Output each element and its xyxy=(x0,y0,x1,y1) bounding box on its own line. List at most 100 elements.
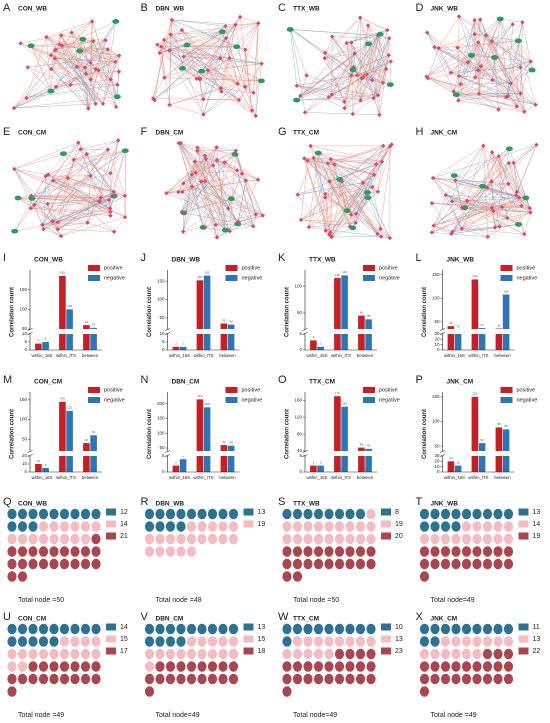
network-node xyxy=(430,175,436,181)
network-edge xyxy=(310,145,314,158)
waffle-cell xyxy=(419,508,430,520)
panel-letter: R xyxy=(141,496,149,508)
network-edge xyxy=(216,160,254,227)
legend-label: 13 xyxy=(533,636,541,643)
network-edge xyxy=(26,58,56,99)
legend-swatch xyxy=(518,532,529,540)
network-node xyxy=(465,198,470,204)
panel-letter: V xyxy=(141,611,149,623)
x-tick-label: between xyxy=(494,475,511,480)
waffle-cell xyxy=(176,648,186,660)
network-node xyxy=(527,206,533,211)
waffle-cell xyxy=(282,521,292,532)
waffle-cell xyxy=(313,648,324,660)
network-edge xyxy=(368,43,373,81)
network-edge xyxy=(452,181,492,232)
network-edge xyxy=(451,224,519,235)
panel-title: TTX_CM xyxy=(293,616,319,623)
network-node xyxy=(308,143,313,149)
waffle-cell xyxy=(503,521,514,532)
network-edge xyxy=(507,95,525,112)
network-node xyxy=(456,73,462,79)
network-node xyxy=(221,227,229,233)
network-edge xyxy=(366,74,380,115)
legend-swatch xyxy=(381,532,391,540)
network-node xyxy=(226,206,231,211)
waffle-cell xyxy=(228,521,239,532)
panel-title: JNK_CM xyxy=(431,616,458,623)
network-edge xyxy=(183,214,256,232)
network-edge xyxy=(236,170,254,227)
network-edge xyxy=(510,61,531,84)
network-node xyxy=(431,223,436,228)
waffle-cell xyxy=(207,648,218,660)
legend-swatch xyxy=(106,647,116,655)
network-node xyxy=(298,93,303,99)
panel-letter: E xyxy=(3,126,10,138)
panel-title: CON_WB xyxy=(18,501,47,508)
network-edge xyxy=(57,195,126,230)
waffle-cell xyxy=(7,558,17,570)
waffle-cell xyxy=(282,636,292,647)
network-edge xyxy=(479,19,495,58)
waffle-cell xyxy=(503,636,514,647)
network-edge xyxy=(494,148,510,228)
data-label: 3 xyxy=(313,335,315,339)
network-edge xyxy=(178,142,263,216)
network-edge xyxy=(482,152,493,187)
waffle-cell xyxy=(419,661,430,672)
panel-letter: U xyxy=(3,611,11,623)
waffle-cell xyxy=(80,673,91,685)
bar xyxy=(334,396,341,472)
network-edge xyxy=(334,145,384,165)
legend-swatch xyxy=(243,647,254,655)
x-tick-label: between xyxy=(494,353,511,358)
network-edge xyxy=(324,52,345,102)
network-node xyxy=(328,156,334,162)
network-edge xyxy=(307,160,328,164)
waffle-cell xyxy=(419,558,430,570)
waffle-cell xyxy=(292,521,303,532)
waffle-cell xyxy=(28,648,38,660)
legend-label: positive xyxy=(379,265,398,271)
legend-swatch xyxy=(500,387,513,393)
network-edge xyxy=(169,50,230,59)
network-edge xyxy=(201,63,262,72)
waffle-cell xyxy=(91,661,101,672)
data-label: 108 xyxy=(504,289,509,293)
legend-swatch xyxy=(243,635,254,643)
waffle-cell xyxy=(493,546,503,557)
network-edge xyxy=(52,149,109,222)
network-node xyxy=(496,153,501,159)
network-edge xyxy=(86,154,111,216)
waffle-cell xyxy=(440,636,451,647)
waffle-cell xyxy=(313,508,324,520)
waffle-cell xyxy=(49,508,59,520)
legend-label: 19 xyxy=(258,521,266,528)
legend-swatch xyxy=(381,508,391,516)
total-label: Total node=49 xyxy=(293,712,337,719)
network-node xyxy=(84,151,90,157)
waffle-cell xyxy=(80,648,91,660)
network-edge xyxy=(426,42,479,77)
waffle-cell xyxy=(482,533,493,545)
network-node xyxy=(243,47,248,52)
network-edge xyxy=(220,58,254,93)
network-edge xyxy=(183,150,237,213)
waffle-cell xyxy=(503,623,514,635)
waffle-cell xyxy=(17,533,28,545)
network-edge xyxy=(455,145,484,181)
network-edge xyxy=(170,31,223,35)
network-edge xyxy=(371,38,390,81)
waffle-cell xyxy=(282,648,292,660)
network-edge xyxy=(451,144,537,202)
waffle-cell xyxy=(292,508,303,520)
network-edge xyxy=(154,39,165,101)
network-node xyxy=(519,203,524,209)
network-edge xyxy=(328,76,364,98)
network-node xyxy=(342,106,347,111)
network-node xyxy=(375,189,381,194)
data-label: 165 xyxy=(205,270,210,274)
network-edge xyxy=(239,16,253,111)
waffle-cell xyxy=(482,558,493,570)
